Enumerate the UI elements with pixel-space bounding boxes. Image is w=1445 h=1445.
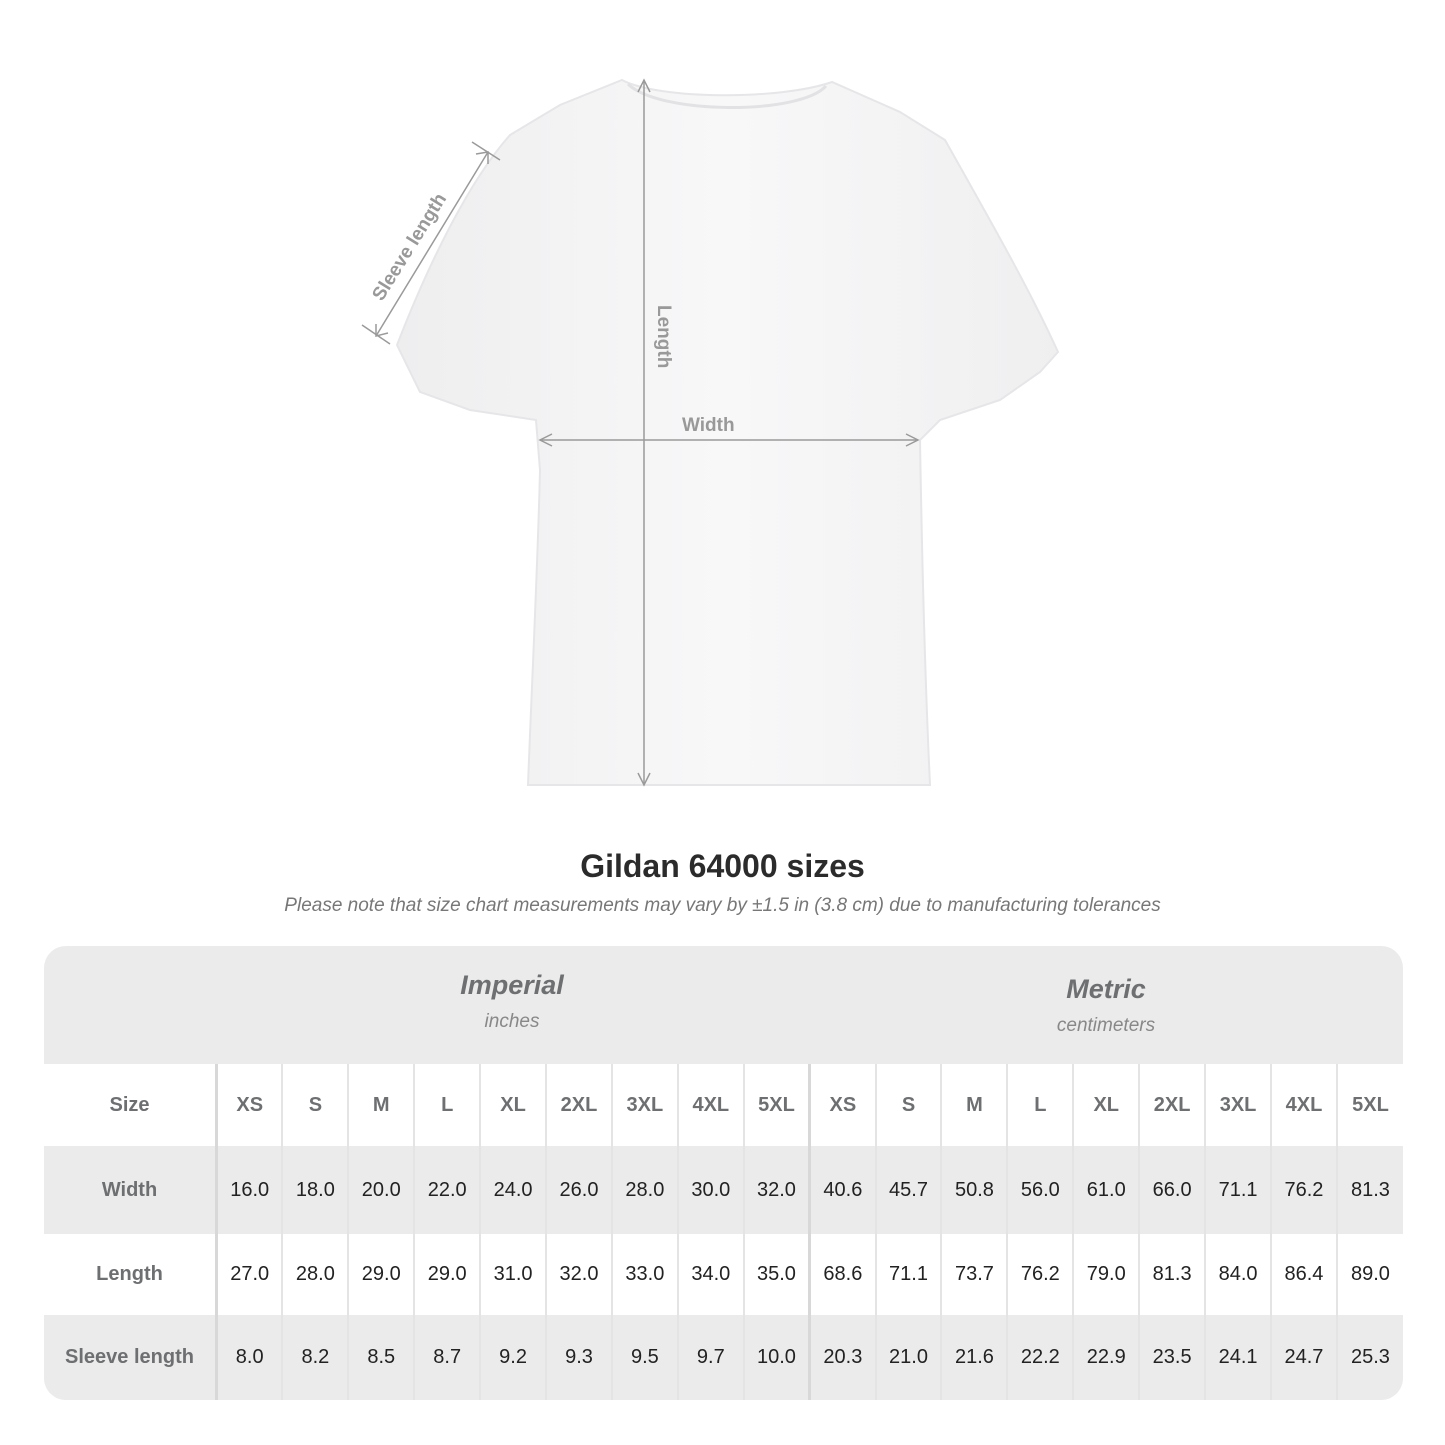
table-cell: 71.1	[874, 1234, 942, 1315]
table-cell: 9.5	[610, 1315, 678, 1400]
row-label: Length	[44, 1234, 218, 1315]
table-cell: 21.0	[874, 1315, 942, 1400]
length-label: Length	[653, 305, 674, 368]
tolerance-note: Please note that size chart measurements…	[284, 895, 1161, 916]
size-imperial-xs: XS	[215, 1064, 283, 1146]
table-cell: 22.2	[1006, 1315, 1074, 1400]
table-cell: 32.0	[742, 1146, 810, 1234]
table-cell: 81.3	[1138, 1234, 1206, 1315]
table-cell: 30.0	[676, 1146, 744, 1234]
table-cell: 9.7	[676, 1315, 744, 1400]
size-metric-s: S	[874, 1064, 942, 1146]
table-cell: 66.0	[1138, 1146, 1206, 1234]
size-metric-xs: XS	[808, 1064, 876, 1146]
table-cell: 23.5	[1138, 1315, 1206, 1400]
table-cell: 8.7	[413, 1315, 481, 1400]
table-cell: 9.3	[545, 1315, 612, 1400]
table-cell: 16.0	[215, 1146, 283, 1234]
table-cell: 9.2	[479, 1315, 547, 1400]
table-cell: 22.9	[1072, 1315, 1140, 1400]
table-cell: 8.5	[347, 1315, 415, 1400]
size-imperial-2xl: 2XL	[545, 1064, 612, 1146]
size-metric-xl: XL	[1072, 1064, 1140, 1146]
size-imperial-l: L	[413, 1064, 481, 1146]
size-metric-2xl: 2XL	[1138, 1064, 1206, 1146]
table-cell: 86.4	[1270, 1234, 1337, 1315]
table-cell: 24.0	[479, 1146, 547, 1234]
table-cell: 35.0	[742, 1234, 810, 1315]
imperial-unit: inches	[484, 1011, 540, 1032]
table-cell: 24.1	[1204, 1315, 1271, 1400]
table-cell: 8.0	[215, 1315, 283, 1400]
size-imperial-4xl: 4XL	[676, 1064, 744, 1146]
width-label: Width	[682, 415, 735, 436]
size-chart: Imperial inches Metric centimeters Size X…	[44, 946, 1403, 1400]
table-row: Sleeve length 8.0 8.2 8.5 8.7 9.2 9.3 9.5 9.7 10.…	[44, 1315, 1403, 1400]
row-label: Sleeve length	[44, 1315, 218, 1400]
size-imperial-m: M	[347, 1064, 415, 1146]
table-cell: 10.0	[742, 1315, 810, 1400]
size-metric-3xl: 3XL	[1204, 1064, 1271, 1146]
table-cell: 22.0	[413, 1146, 481, 1234]
measurement-arrows	[361, 78, 920, 787]
imperial-title: Imperial	[460, 970, 564, 1000]
table-cell: 73.7	[940, 1234, 1008, 1315]
metric-unit: centimeters	[1056, 1015, 1156, 1036]
table-cell: 45.7	[874, 1146, 942, 1234]
table-cell: 20.0	[347, 1146, 415, 1234]
table-cell: 24.7	[1270, 1315, 1337, 1400]
table-cell: 56.0	[1006, 1146, 1074, 1234]
size-metric-4xl: 4XL	[1270, 1064, 1337, 1146]
size-imperial-xl: XL	[479, 1064, 547, 1146]
size-label: Size	[44, 1064, 218, 1146]
size-table: Size XS S M L XL 2XL 3XL 4XL 5XL XS S M L XL 2XL 3XL 4XL 5…	[44, 1064, 1403, 1400]
table-cell: 8.2	[281, 1315, 349, 1400]
metric-header: Metric centimeters	[809, 946, 1403, 1092]
table-cell: 26.0	[545, 1146, 612, 1234]
tshirt-diagram: Sleeve length Length Width	[361, 78, 1060, 787]
table-cell: 34.0	[676, 1234, 744, 1315]
row-label: Width	[44, 1146, 218, 1234]
size-imperial-5xl: 5XL	[742, 1064, 810, 1146]
table-cell: 61.0	[1072, 1146, 1140, 1234]
table-cell: 32.0	[545, 1234, 612, 1315]
table-cell: 76.2	[1006, 1234, 1074, 1315]
table-cell: 28.0	[281, 1234, 349, 1315]
table-cell: 20.3	[808, 1315, 876, 1400]
table-cell: 79.0	[1072, 1234, 1140, 1315]
table-row: Length 27.0 28.0 29.0 29.0 31.0 32.0 33.0 34.0 35…	[44, 1234, 1403, 1315]
page-title: Gildan 64000 sizes	[580, 848, 865, 884]
size-metric-m: M	[940, 1064, 1008, 1146]
table-cell: 29.0	[413, 1234, 481, 1315]
table-cell: 68.6	[808, 1234, 876, 1315]
tshirt-shape	[395, 78, 1060, 786]
table-cell: 81.3	[1335, 1146, 1403, 1234]
table-cell: 25.3	[1335, 1315, 1403, 1400]
table-cell: 89.0	[1335, 1234, 1403, 1315]
size-metric-l: L	[1006, 1064, 1074, 1146]
table-cell: 84.0	[1204, 1234, 1271, 1315]
table-cell: 21.6	[940, 1315, 1008, 1400]
table-cell: 29.0	[347, 1234, 415, 1315]
imperial-header: Imperial inches	[215, 946, 809, 1088]
size-metric-5xl: 5XL	[1335, 1064, 1403, 1146]
table-cell: 33.0	[610, 1234, 678, 1315]
table-cell: 76.2	[1270, 1146, 1337, 1234]
table-row: Width 16.0 18.0 20.0 22.0 24.0 26.0 28.0 30.0 32.…	[44, 1146, 1403, 1234]
table-cell: 31.0	[479, 1234, 547, 1315]
table-cell: 40.6	[808, 1146, 876, 1234]
size-imperial-3xl: 3XL	[610, 1064, 678, 1146]
size-header-row: Size XS S M L XL 2XL 3XL 4XL 5XL XS S M L XL 2XL 3XL 4XL 5…	[44, 1064, 1403, 1146]
table-cell: 28.0	[610, 1146, 678, 1234]
size-imperial-s: S	[281, 1064, 349, 1146]
table-cell: 27.0	[215, 1234, 283, 1315]
metric-title: Metric	[1066, 974, 1146, 1004]
table-cell: 50.8	[940, 1146, 1008, 1234]
table-cell: 18.0	[281, 1146, 349, 1234]
table-cell: 71.1	[1204, 1146, 1271, 1234]
